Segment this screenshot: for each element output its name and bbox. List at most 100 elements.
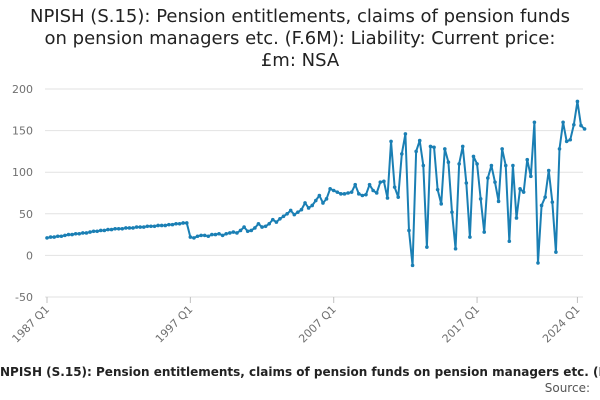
data-point[interactable]	[468, 235, 472, 239]
data-point[interactable]	[206, 234, 211, 239]
data-point[interactable]	[296, 210, 300, 214]
data-point[interactable]	[335, 190, 340, 194]
data-point[interactable]	[98, 228, 103, 233]
data-point[interactable]	[141, 225, 146, 229]
data-point[interactable]	[450, 210, 454, 214]
data-point[interactable]	[159, 223, 164, 228]
data-point[interactable]	[267, 221, 272, 226]
data-point[interactable]	[81, 231, 85, 235]
data-point[interactable]	[371, 188, 375, 193]
data-point[interactable]	[357, 192, 361, 196]
data-point[interactable]	[511, 163, 515, 168]
data-point[interactable]	[202, 233, 207, 238]
data-point[interactable]	[220, 233, 225, 238]
data-point[interactable]	[188, 235, 193, 239]
data-point[interactable]	[274, 220, 279, 224]
data-point[interactable]	[109, 227, 114, 232]
data-point[interactable]	[102, 228, 107, 233]
data-point[interactable]	[288, 208, 293, 213]
data-point[interactable]	[192, 236, 196, 240]
data-point[interactable]	[263, 224, 268, 229]
data-point[interactable]	[557, 147, 562, 151]
data-point[interactable]	[145, 224, 150, 229]
data-point[interactable]	[342, 192, 347, 196]
data-point[interactable]	[367, 182, 372, 187]
data-point[interactable]	[518, 187, 522, 191]
data-point[interactable]	[564, 139, 569, 144]
data-point[interactable]	[181, 221, 185, 225]
data-point[interactable]	[410, 263, 415, 268]
data-point[interactable]	[460, 144, 465, 149]
data-point[interactable]	[106, 227, 110, 232]
data-point[interactable]	[446, 160, 451, 165]
data-point[interactable]	[52, 235, 56, 239]
data-point[interactable]	[453, 246, 458, 251]
data-point[interactable]	[432, 145, 436, 150]
data-point[interactable]	[138, 225, 142, 229]
data-point[interactable]	[525, 157, 530, 162]
data-point[interactable]	[317, 193, 322, 198]
data-point[interactable]	[407, 228, 411, 233]
data-point[interactable]	[554, 250, 558, 254]
data-point[interactable]	[95, 229, 99, 234]
data-point[interactable]	[299, 207, 304, 212]
data-point[interactable]	[572, 122, 576, 127]
data-point[interactable]	[439, 202, 444, 206]
data-point[interactable]	[396, 195, 401, 199]
data-point[interactable]	[521, 190, 526, 194]
data-point[interactable]	[199, 233, 203, 238]
data-point[interactable]	[331, 188, 336, 193]
data-point[interactable]	[270, 217, 275, 222]
data-point[interactable]	[486, 176, 490, 180]
data-point[interactable]	[285, 212, 289, 216]
data-point[interactable]	[464, 181, 469, 185]
data-point[interactable]	[360, 193, 365, 198]
data-point[interactable]	[374, 191, 379, 195]
data-point[interactable]	[224, 231, 228, 236]
data-point[interactable]	[306, 206, 311, 210]
data-point[interactable]	[177, 221, 182, 226]
data-point[interactable]	[500, 147, 504, 151]
data-point[interactable]	[482, 230, 487, 234]
data-point[interactable]	[63, 233, 67, 238]
data-point[interactable]	[389, 139, 393, 144]
data-point[interactable]	[45, 236, 49, 240]
data-point[interactable]	[167, 222, 171, 227]
data-point[interactable]	[231, 230, 236, 234]
data-point[interactable]	[210, 232, 214, 237]
data-point[interactable]	[507, 239, 512, 244]
data-point[interactable]	[550, 200, 555, 204]
data-point[interactable]	[116, 226, 121, 231]
data-point[interactable]	[124, 226, 128, 230]
data-point[interactable]	[378, 180, 383, 184]
data-point[interactable]	[88, 230, 92, 234]
data-point[interactable]	[174, 221, 178, 226]
data-point[interactable]	[392, 185, 397, 189]
data-point[interactable]	[417, 138, 422, 143]
data-point[interactable]	[443, 147, 447, 151]
data-point[interactable]	[278, 216, 282, 221]
data-point[interactable]	[156, 223, 160, 228]
data-point[interactable]	[543, 195, 547, 199]
data-point[interactable]	[73, 231, 78, 236]
data-point[interactable]	[349, 190, 354, 194]
data-point[interactable]	[428, 144, 433, 149]
data-point[interactable]	[539, 203, 544, 208]
data-point[interactable]	[256, 221, 261, 226]
data-point[interactable]	[385, 196, 390, 200]
data-point[interactable]	[184, 221, 189, 225]
data-point[interactable]	[353, 182, 358, 187]
data-point[interactable]	[238, 228, 243, 233]
data-point[interactable]	[260, 225, 264, 229]
data-point[interactable]	[400, 152, 404, 156]
data-point[interactable]	[382, 179, 386, 184]
data-point[interactable]	[253, 226, 257, 230]
data-point[interactable]	[303, 201, 307, 205]
data-point[interactable]	[242, 225, 246, 229]
data-point[interactable]	[529, 174, 533, 179]
data-point[interactable]	[70, 232, 74, 237]
data-point[interactable]	[235, 231, 239, 235]
data-point[interactable]	[582, 127, 587, 131]
data-point[interactable]	[514, 216, 519, 220]
data-point[interactable]	[59, 234, 64, 239]
